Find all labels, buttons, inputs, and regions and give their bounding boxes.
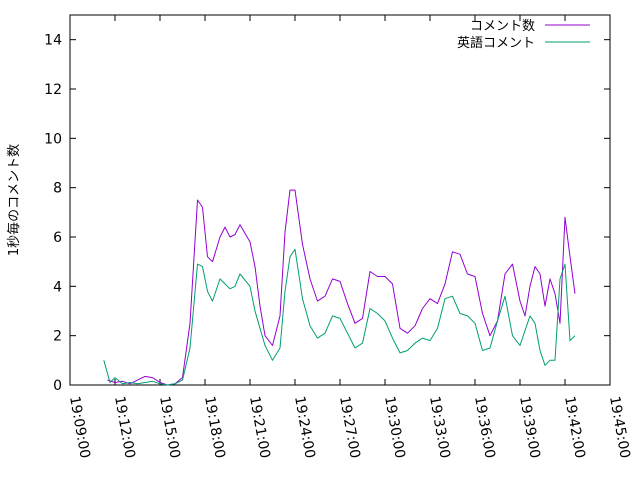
y-tick-label: 14 bbox=[44, 33, 62, 49]
y-tick-label: 4 bbox=[53, 279, 62, 295]
y-tick-label: 8 bbox=[53, 181, 62, 197]
series-layer bbox=[103, 189, 576, 386]
y-tick-label: 10 bbox=[44, 131, 62, 147]
y-tick-label: 0 bbox=[53, 378, 62, 394]
y-tick-label: 6 bbox=[53, 230, 62, 246]
y-axis-label: 1秒毎のコメント数 bbox=[6, 144, 22, 256]
series-line-1 bbox=[107, 189, 576, 386]
legend-label-1: コメント数 bbox=[470, 19, 535, 34]
y-axis: 0 2 4 6 8 10 12 14 bbox=[44, 33, 610, 394]
legend-label-2: 英語コメント bbox=[457, 35, 535, 51]
y-tick-label: 12 bbox=[44, 82, 62, 98]
series-line-2 bbox=[103, 248, 576, 386]
y-tick-label: 2 bbox=[53, 329, 62, 345]
